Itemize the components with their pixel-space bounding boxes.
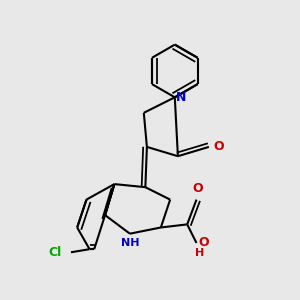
Text: O: O [198,236,209,250]
Text: O: O [214,140,224,153]
Text: O: O [193,182,203,195]
Text: N: N [176,91,187,104]
Text: NH: NH [121,238,139,248]
Text: H: H [195,248,204,258]
Text: Cl: Cl [48,246,62,259]
